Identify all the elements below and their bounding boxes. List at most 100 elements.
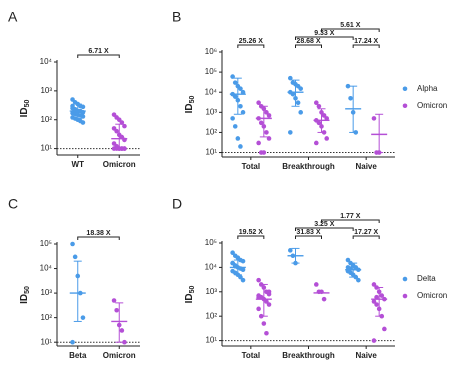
data-point [70,339,75,345]
panel-letter: C [8,196,18,212]
y-tick-label: 10² [40,115,52,124]
data-point [264,299,269,304]
data-point [314,282,319,287]
data-point [230,116,235,121]
panel-letter: D [172,196,182,212]
y-axis-label-main: ID [19,107,30,117]
legend-marker [402,86,408,92]
x-tick-label: Naive [355,162,377,171]
legend-marker [402,276,408,282]
data-point [264,110,269,115]
data-point [314,140,319,146]
panel-letter: A [8,9,18,25]
data-point [256,294,261,300]
bracket [295,235,322,239]
data-point [374,302,379,307]
data-point [266,289,272,295]
data-point [232,94,238,99]
y-tick-label: 10³ [40,288,52,297]
data-point [382,326,387,332]
x-tick-label: Total [242,162,261,171]
y-axis-label-main: ID [184,293,195,303]
bracket [295,36,354,40]
data-point [256,100,261,106]
data-point [379,293,385,298]
data-point [371,299,377,304]
y-axis-label: ID50 [184,286,196,304]
data-point [345,257,351,263]
data-point [230,74,235,79]
y-axis-label-sub: 50 [24,286,31,294]
bracket [77,54,120,58]
data-point [232,124,238,129]
y-tick-label: 10⁴ [205,263,218,272]
data-point [230,250,235,256]
panel: A ID50 10¹ 10² 10³ 10⁴ WT Omicron 6.71 X [8,9,140,169]
legend-marker [402,103,408,109]
data-point [240,277,246,283]
bracket-label: 9.33 X [314,30,335,37]
bracket [321,219,380,223]
data-point [240,110,246,115]
x-tick-label: Naive [355,351,377,360]
y-tick-label: 10⁵ [40,239,52,248]
bracket-label: 28.68 X [296,38,320,45]
data-point [238,274,243,280]
y-tick-label: 10⁵ [205,238,217,247]
data-point [80,114,86,119]
y-tick-label: 10³ [40,86,52,95]
data-point [371,338,377,343]
bracket-label: 5.61 X [340,22,361,29]
data-point [70,103,75,109]
data-point [261,321,267,326]
bracket-label: 1.77 X [340,213,361,220]
bracket-label: 18.38 X [86,230,110,237]
y-tick-label: 10³ [205,107,217,116]
data-point [321,113,327,118]
data-point [266,136,272,141]
data-point [256,306,261,312]
data-point [80,315,86,320]
y-axis-label: ID50 [19,286,31,304]
data-point [238,86,243,91]
data-point [288,75,293,81]
data-point [122,339,127,345]
y-tick-label: 10² [205,311,217,320]
panel-letter: B [172,9,181,25]
data-point [256,277,261,283]
y-axis-label-main: ID [184,103,195,113]
y-axis-label-sub: 50 [24,100,31,108]
data-point [321,296,327,302]
data-point [80,104,86,110]
data-point [122,123,127,129]
bracket [321,28,380,32]
data-point [114,307,119,313]
data-point [264,130,269,135]
x-tick-label: Total [242,351,261,360]
x-tick-label: WT [72,160,85,169]
legend-label: Alpha [417,84,438,93]
data-point [356,277,361,283]
panel: C ID50 10¹ 10² 10³ 10⁴ 10⁵ Beta Omicron 18.38 X [8,196,140,360]
y-tick-label: 10¹ [40,337,52,346]
y-tick-label: 10² [40,313,52,322]
legend-label: Omicron [417,101,447,110]
data-point [240,89,246,95]
data-point [70,241,75,247]
data-point [238,144,243,149]
x-tick-label: Breakthrough [282,351,335,360]
data-point [288,130,293,135]
data-point [348,95,353,101]
data-point [114,128,119,134]
y-axis-label-sub: 50 [189,286,196,294]
panel: D ID50 10¹ 10² 10³ 10⁴ 10⁵ Total Breakthrough Nai… [172,196,447,360]
legend-marker [402,293,408,299]
y-axis-label-main: ID [19,294,30,304]
legend-label: Delta [417,274,436,283]
data-point [371,116,377,121]
data-point [238,103,243,109]
data-point [72,254,78,260]
data-point [232,80,238,85]
bracket-label: 31.83 X [296,229,320,236]
x-tick-label: Omicron [103,351,136,360]
